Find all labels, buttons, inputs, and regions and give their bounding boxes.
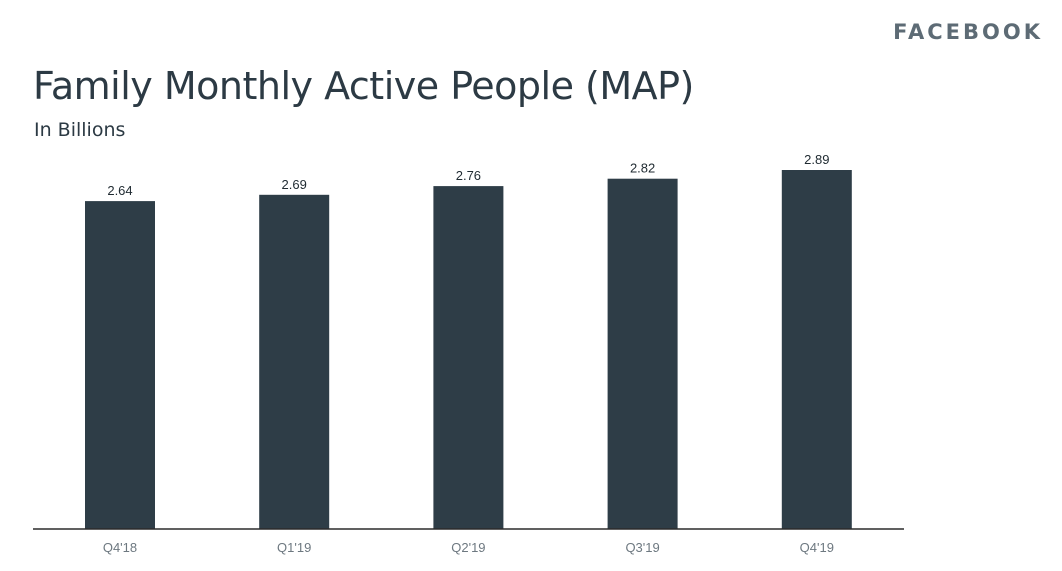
bar-q319 <box>607 178 678 529</box>
value-label: 2.89 <box>804 152 829 167</box>
bar-q219 <box>433 186 504 529</box>
value-label: 2.82 <box>630 161 655 176</box>
x-tick-label: Q4'19 <box>800 540 834 555</box>
chart-subtitle: In Billions <box>34 119 126 141</box>
bar-q418 <box>85 201 155 529</box>
bar-q119 <box>259 194 330 530</box>
x-tick-label: Q3'19 <box>625 540 659 555</box>
x-tick-label: Q4'18 <box>103 540 137 555</box>
value-label: 2.76 <box>456 168 481 183</box>
x-tick-label: Q1'19 <box>277 540 311 555</box>
value-label: 2.69 <box>282 177 307 192</box>
facebook-logo: FACEBOOK <box>893 20 1043 44</box>
chart-title: Family Monthly Active People (MAP) <box>33 64 694 108</box>
value-label: 2.64 <box>107 183 132 198</box>
bar-q419 <box>781 170 852 529</box>
x-tick-label: Q2'19 <box>451 540 485 555</box>
